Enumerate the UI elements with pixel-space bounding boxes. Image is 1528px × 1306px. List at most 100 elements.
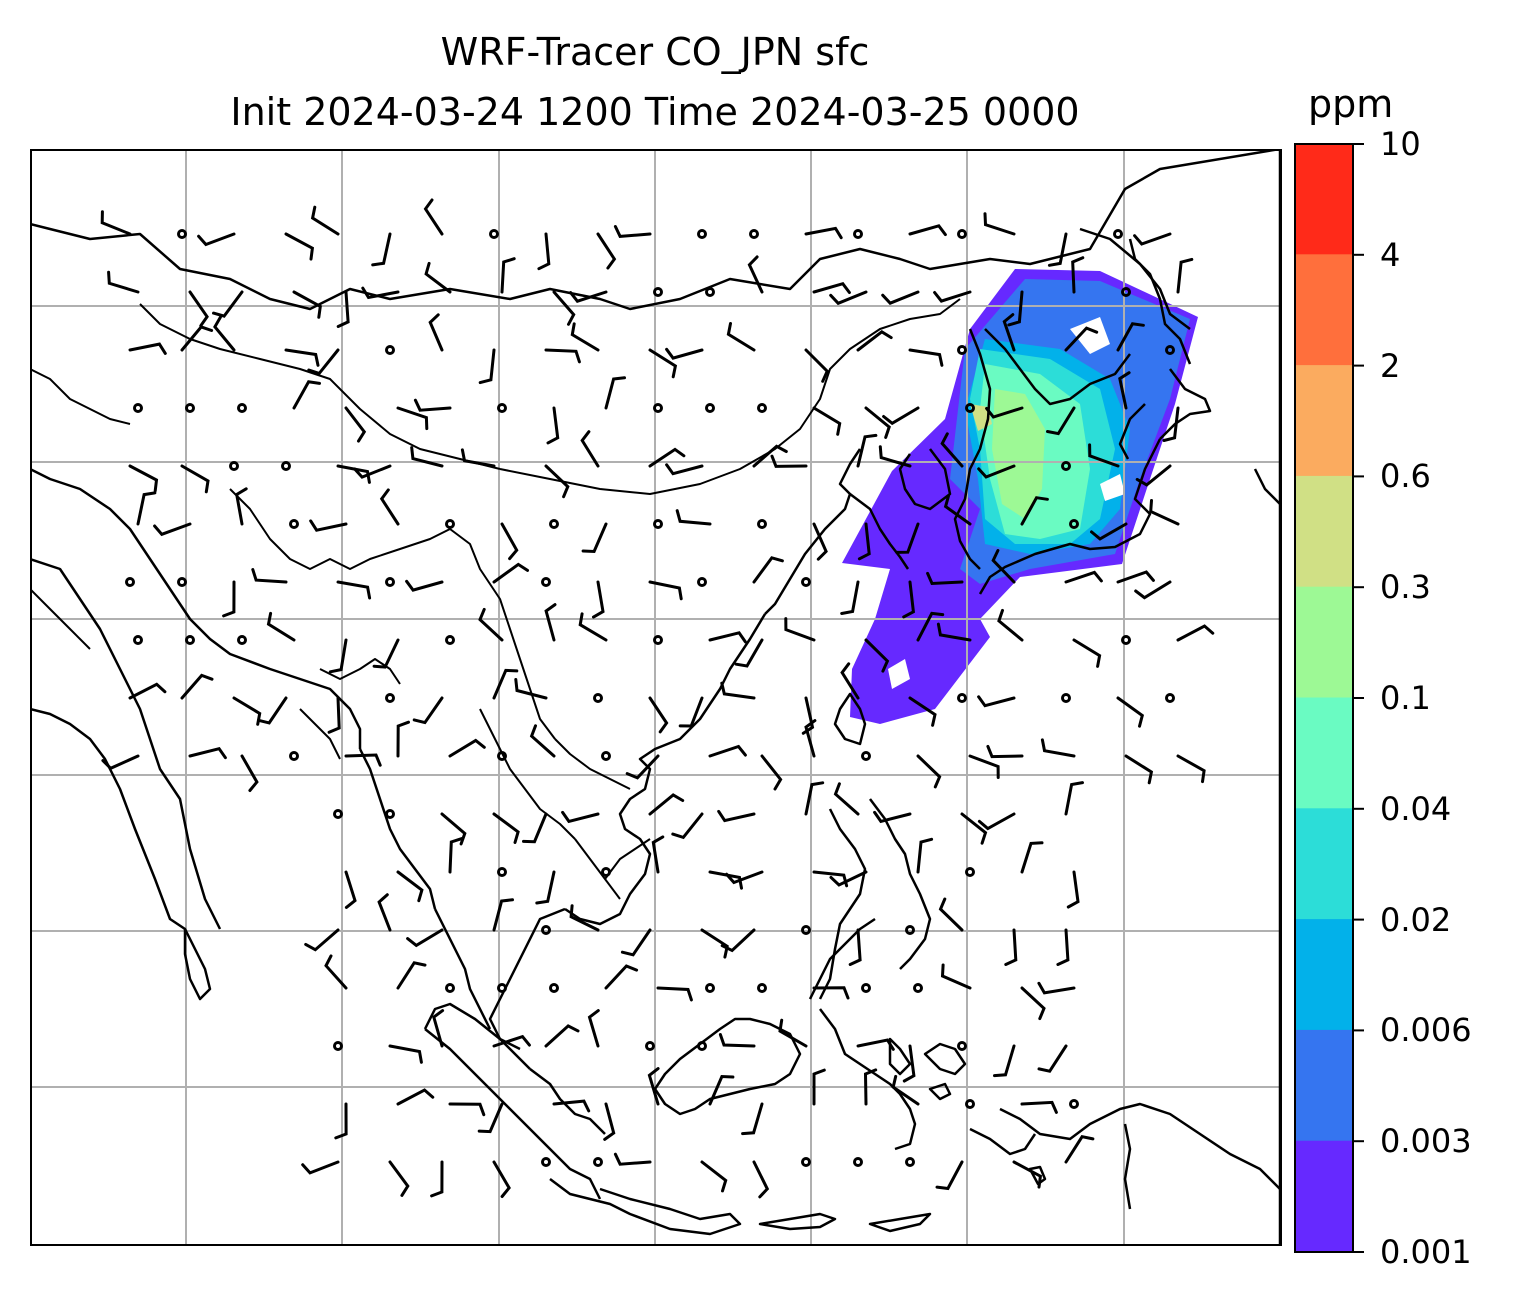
wind-barb	[613, 225, 652, 238]
calm-wind-marker	[593, 693, 603, 703]
wind-barb	[284, 348, 320, 367]
wind-barb	[266, 611, 296, 642]
calm-wind-marker	[497, 867, 507, 877]
wind-barb	[708, 870, 743, 890]
wind-barb	[804, 719, 817, 758]
map-frame	[30, 149, 1282, 1246]
wind-barb	[656, 986, 693, 1002]
wind-barb	[292, 290, 322, 319]
wind-barb	[933, 290, 972, 303]
wind-barb	[405, 579, 444, 592]
wind-barb	[544, 348, 581, 364]
wind-barb	[552, 1099, 591, 1113]
wind-barb	[492, 1160, 511, 1198]
wind-barb	[396, 961, 427, 990]
wind-barb	[648, 447, 686, 468]
wind-barb	[863, 1068, 878, 1106]
calm-wind-marker	[1061, 461, 1071, 471]
wind-barb	[1135, 464, 1172, 487]
wind-barb	[891, 1074, 920, 1106]
wind-barb	[741, 1102, 764, 1136]
wind-barb	[960, 812, 988, 845]
wind-barb	[361, 286, 400, 300]
wind-barb	[371, 232, 392, 267]
calm-wind-marker	[705, 287, 715, 297]
colorbar-tick-label: 0.3	[1380, 568, 1431, 607]
wind-barb	[561, 810, 600, 824]
wind-barb	[460, 448, 496, 468]
wind-barb	[604, 376, 626, 410]
calm-wind-marker	[1121, 635, 1131, 645]
wind-barb	[432, 1009, 445, 1048]
wind-barb	[977, 464, 1016, 479]
wind-barb	[188, 290, 209, 328]
calm-wind-marker	[1121, 287, 1131, 297]
colorbar-band-7	[1295, 364, 1353, 476]
wind-barb	[1124, 754, 1154, 785]
wind-barb	[734, 638, 764, 668]
wind-barb	[812, 1068, 826, 1106]
calm-wind-marker	[289, 751, 299, 761]
chart-title-line1: WRF-Tracer CO_JPN sfc	[440, 30, 870, 74]
wind-barb	[926, 571, 964, 586]
wind-barb	[1007, 290, 1024, 327]
wind-barb	[336, 580, 372, 600]
wind-barb	[492, 898, 514, 932]
wind-barb	[857, 522, 871, 561]
wind-barb	[1134, 580, 1172, 600]
wind-barb	[372, 638, 400, 669]
calm-wind-marker	[705, 983, 715, 993]
map-gridlines	[30, 149, 1280, 1244]
wind-barb	[878, 445, 912, 468]
wind-barb	[625, 754, 660, 780]
wind-barb	[440, 812, 467, 846]
wind-barb	[613, 1152, 652, 1166]
calm-wind-marker	[601, 867, 611, 877]
wind-barb	[1004, 928, 1018, 966]
wind-barb	[569, 904, 600, 932]
calm-wind-marker	[497, 403, 507, 413]
wind-barb	[344, 753, 382, 767]
wind-barb	[307, 348, 340, 376]
wind-barb	[412, 696, 444, 725]
wind-barb	[257, 696, 288, 725]
wind-barb	[1116, 322, 1145, 352]
calm-wind-marker	[445, 635, 455, 645]
wind-barb	[544, 1024, 580, 1048]
wind-barb	[1176, 257, 1194, 294]
calm-wind-marker	[549, 519, 559, 529]
colorbar-band-6	[1295, 475, 1353, 587]
wind-barb	[936, 622, 972, 642]
wind-barb	[916, 837, 934, 874]
wind-barb	[829, 290, 868, 306]
wind-barb	[665, 463, 704, 476]
wind-barb	[968, 754, 1000, 779]
calm-wind-marker	[333, 1041, 343, 1051]
calm-wind-marker	[757, 403, 767, 413]
wind-barb	[388, 1160, 410, 1197]
calm-wind-marker	[645, 1041, 655, 1051]
calm-wind-marker	[965, 1099, 975, 1109]
wind-barb	[448, 1102, 486, 1117]
calm-wind-marker	[489, 229, 499, 239]
calm-wind-marker	[281, 461, 291, 471]
calm-wind-marker	[445, 983, 455, 993]
wind-barb	[675, 509, 712, 526]
calm-wind-marker	[601, 751, 611, 761]
calm-wind-marker	[801, 1157, 811, 1167]
colorbar-band-3	[1295, 807, 1353, 920]
wind-barb	[327, 696, 341, 734]
wind-barb	[529, 724, 556, 758]
wind-barb	[840, 580, 860, 615]
wind-barb	[377, 893, 392, 932]
wind-barb	[336, 464, 371, 484]
wind-barb	[424, 261, 452, 294]
wind-barb	[895, 522, 920, 554]
wind-barb	[232, 696, 262, 726]
chart-title-line2: Init 2024-03-24 1200 Time 2024-03-25 000…	[230, 90, 1080, 134]
calm-wind-marker	[697, 577, 707, 587]
wind-barb	[916, 611, 945, 642]
wind-barb	[1020, 496, 1049, 526]
wind-barb	[569, 290, 608, 303]
wind-barb	[804, 226, 843, 240]
